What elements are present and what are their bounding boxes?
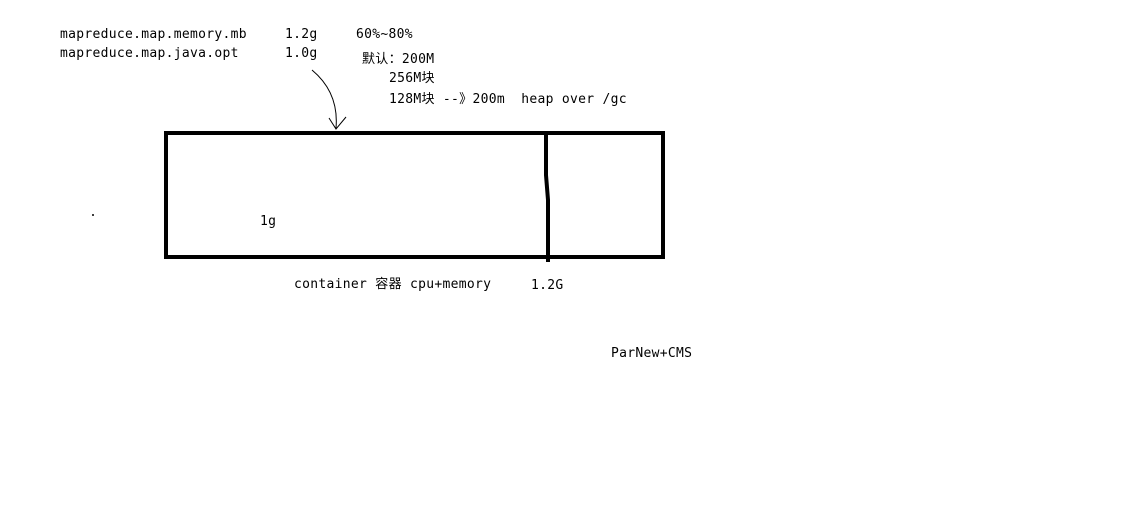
annotation-arrow-head [328, 116, 347, 130]
container-box [164, 131, 665, 259]
map-memory-key: mapreduce.map.memory.mb [60, 27, 247, 42]
annotation-arrow-curve [311, 69, 337, 129]
container-total-label: 1.2G [531, 278, 564, 293]
java-opt-key: mapreduce.map.java.opt [60, 46, 239, 61]
stray-dot [92, 214, 94, 216]
heap-size-label: 1g [260, 214, 277, 229]
heap-divider-line [544, 133, 550, 262]
map-memory-value: 1.2g [285, 27, 318, 42]
java-opt-value: 1.0g [285, 46, 318, 61]
container-caption: container 容器 cpu+memory [294, 277, 492, 292]
block-256-note: 256M块 [389, 71, 435, 86]
ratio-range: 60%~80% [356, 27, 413, 42]
default-size-note: 默认：200M [362, 52, 435, 67]
block-128-note: 128M块 --》200m heap over /gc [389, 92, 627, 107]
gc-label: ParNew+CMS [611, 346, 693, 361]
